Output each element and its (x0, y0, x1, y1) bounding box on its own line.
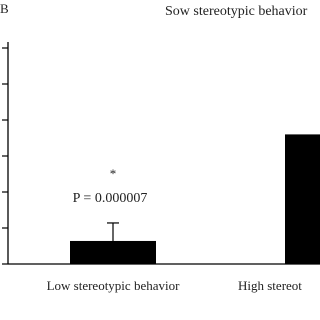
x-tick-label: High stereot (238, 278, 302, 293)
annotation: P = 0.000007 (73, 191, 148, 206)
x-tick-label: Low stereotypic behavior (47, 278, 181, 293)
annotation: * (110, 166, 117, 181)
panel-label: B (0, 1, 9, 16)
chart-title: Sow stereotypic behavior (165, 4, 308, 19)
bar (70, 240, 156, 264)
bar (285, 134, 320, 264)
